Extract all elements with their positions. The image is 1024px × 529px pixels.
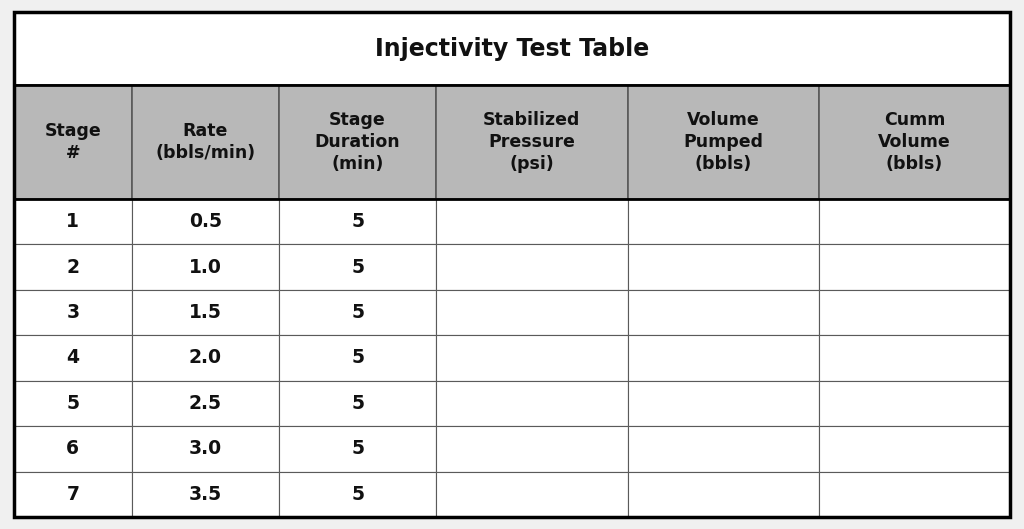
Text: 1.5: 1.5 [188,303,221,322]
Text: 5: 5 [67,394,79,413]
Bar [819,199,1010,244]
Text: 3: 3 [67,303,79,322]
Bar [628,471,819,517]
Text: 5: 5 [351,394,365,413]
Bar [628,426,819,471]
Bar [819,381,1010,426]
Bar [436,244,628,290]
Bar [436,290,628,335]
Text: Stage
#: Stage # [44,122,101,162]
Text: Stage
Duration
(min): Stage Duration (min) [314,111,400,173]
Text: 5: 5 [351,212,365,231]
Bar [14,244,131,290]
Text: 6: 6 [67,439,79,458]
Bar [131,426,279,471]
Bar [14,199,131,244]
Bar [628,199,819,244]
Bar [14,85,131,199]
Bar [436,426,628,471]
Bar [628,290,819,335]
Bar [819,335,1010,381]
Bar [279,290,436,335]
Bar [14,335,131,381]
Bar [819,244,1010,290]
Bar [436,85,628,199]
Bar [436,381,628,426]
Text: Injectivity Test Table: Injectivity Test Table [375,37,649,61]
Text: 5: 5 [351,349,365,368]
Text: 3.5: 3.5 [188,485,222,504]
Text: 5: 5 [351,258,365,277]
Bar [628,381,819,426]
Bar [279,426,436,471]
Text: 5: 5 [351,303,365,322]
Bar [436,199,628,244]
Text: Stabilized
Pressure
(psi): Stabilized Pressure (psi) [483,111,581,173]
Bar [436,471,628,517]
Bar [14,426,131,471]
Bar [628,244,819,290]
Bar [131,85,279,199]
Bar [279,199,436,244]
Text: 5: 5 [351,439,365,458]
Text: 0.5: 0.5 [188,212,222,231]
Bar [819,85,1010,199]
Bar [279,85,436,199]
Text: 2.5: 2.5 [188,394,222,413]
Text: Volume
Pumped
(bbls): Volume Pumped (bbls) [683,111,763,173]
Bar [628,335,819,381]
Bar [131,199,279,244]
Bar [279,471,436,517]
Bar [279,244,436,290]
Bar [131,244,279,290]
Text: 5: 5 [351,485,365,504]
Bar [819,290,1010,335]
Bar [131,290,279,335]
Bar [14,12,1010,85]
Text: 2.0: 2.0 [188,349,222,368]
Bar [279,335,436,381]
Bar [14,471,131,517]
Bar [279,381,436,426]
Bar [436,335,628,381]
Bar [819,471,1010,517]
Text: 2: 2 [67,258,79,277]
Bar [131,381,279,426]
Text: 7: 7 [67,485,79,504]
Text: 1: 1 [67,212,79,231]
Bar [14,290,131,335]
Bar [131,335,279,381]
Bar [131,471,279,517]
Text: 3.0: 3.0 [188,439,222,458]
Text: 1.0: 1.0 [188,258,221,277]
Text: Cumm
Volume
(bbls): Cumm Volume (bbls) [878,111,950,173]
Bar [819,426,1010,471]
Text: 4: 4 [67,349,79,368]
Bar [628,85,819,199]
Text: Rate
(bbls/min): Rate (bbls/min) [156,122,255,162]
Bar [14,381,131,426]
